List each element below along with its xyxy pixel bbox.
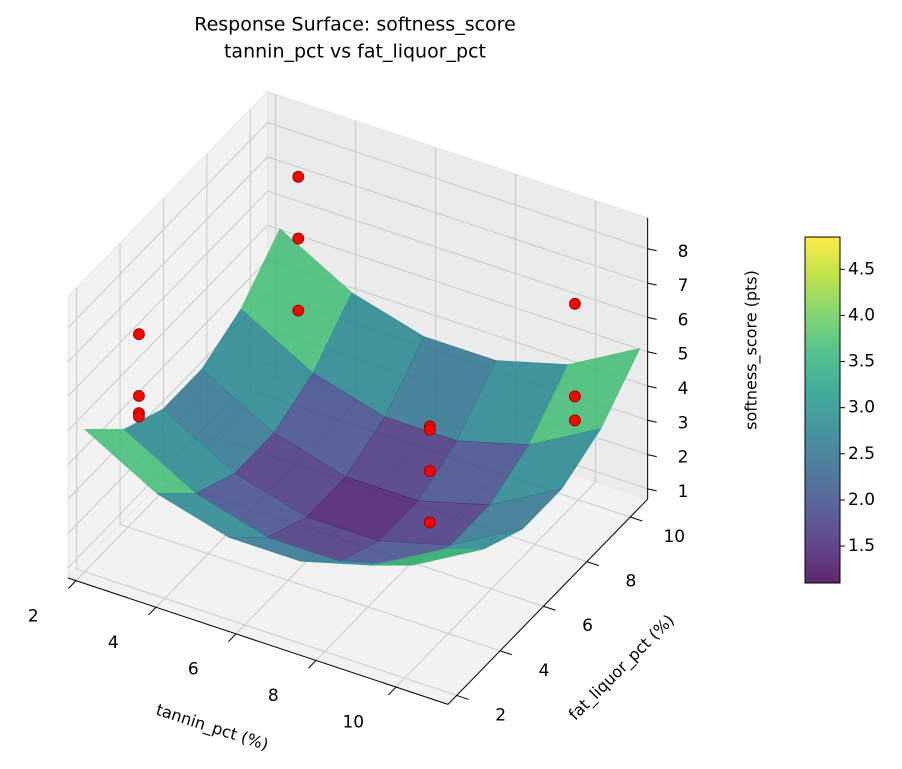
y-tick-label: 8	[625, 572, 636, 592]
z-tick-label: 4	[678, 379, 689, 399]
data-point	[423, 516, 436, 529]
axis-line	[447, 498, 648, 705]
chart-title: Response Surface: softness_score	[194, 14, 516, 36]
colorbar-tick-label: 4.0	[848, 305, 875, 325]
colorbar-tick-label: 2.5	[848, 444, 875, 464]
x-tick	[68, 580, 77, 589]
grid-line	[267, 121, 648, 250]
grid-line	[67, 190, 268, 397]
x-tick	[228, 633, 237, 643]
x-tick-label: 4	[108, 633, 119, 653]
z-tick	[647, 282, 657, 286]
chart-subtitle: tannin_pct vs fat_liquor_pct	[224, 41, 486, 63]
colorbar-tick-label: 3.0	[848, 398, 875, 418]
grid-line	[267, 156, 648, 284]
grid-line	[76, 568, 457, 696]
colorbar-tick-label: 2.0	[848, 490, 875, 510]
z-tick	[647, 316, 657, 320]
grid-line	[395, 481, 596, 688]
data-point	[423, 465, 436, 477]
z-tick	[647, 488, 657, 492]
z-axis-label: softness_score (pts)	[742, 270, 762, 430]
data-point	[568, 297, 581, 310]
y-tick	[543, 605, 556, 611]
data-point	[568, 390, 581, 403]
grid-line	[67, 122, 268, 328]
z-tick-label: 2	[678, 448, 689, 468]
z-tick	[647, 351, 657, 355]
data-point	[292, 304, 305, 317]
y-tick	[586, 561, 600, 567]
z-tick-label: 6	[678, 310, 689, 330]
x-tick-label: 6	[188, 660, 199, 680]
z-tick-label: 7	[678, 276, 689, 296]
z-tick	[647, 454, 657, 458]
data-point	[133, 328, 145, 341]
data-point	[568, 414, 581, 427]
y-tick	[499, 650, 513, 656]
grid-line	[67, 225, 268, 431]
points	[133, 170, 581, 529]
y-tick	[630, 516, 643, 522]
y-tick-label: 4	[539, 661, 550, 681]
grid-line	[119, 524, 501, 652]
z-tick	[647, 248, 657, 252]
colorbar-tick-label: 4.5	[848, 259, 875, 279]
axis-line	[67, 577, 449, 705]
surface-patch	[372, 548, 484, 566]
data-point	[133, 390, 145, 402]
grid-line	[67, 156, 268, 363]
data-point	[292, 232, 305, 245]
x-tick	[308, 660, 317, 669]
data-point	[292, 170, 305, 183]
x-tick-label: 10	[342, 713, 364, 733]
x-tick-label: 2	[28, 606, 39, 626]
y-tick-label: 2	[495, 705, 506, 725]
colorbar-fill	[804, 236, 841, 584]
z-tick-label: 8	[678, 242, 689, 262]
surface	[84, 228, 641, 566]
y-tick	[456, 694, 469, 700]
z-tick-label: 3	[678, 413, 689, 433]
x-tick-label: 8	[268, 686, 279, 706]
grid-line	[267, 190, 648, 318]
x-axis-label: tannin_pct (%)	[153, 700, 270, 755]
x-tick	[148, 606, 157, 616]
colorbar: 1.5 2.0 2.5 3.0 3.5 4.0 4.5	[804, 236, 875, 584]
data-point	[133, 410, 145, 423]
data-point	[423, 423, 436, 436]
y-tick-label: 6	[582, 616, 593, 636]
x-tick	[388, 686, 397, 696]
colorbar-tick-label: 1.5	[848, 536, 875, 556]
colorbar-tick-label: 3.5	[848, 352, 875, 372]
z-tick-label: 1	[678, 482, 689, 502]
z-tick-label: 5	[678, 345, 689, 365]
grid-line	[267, 224, 648, 353]
z-tick	[647, 419, 657, 423]
y-tick-label: 10	[663, 527, 685, 547]
z-tick	[647, 385, 657, 389]
